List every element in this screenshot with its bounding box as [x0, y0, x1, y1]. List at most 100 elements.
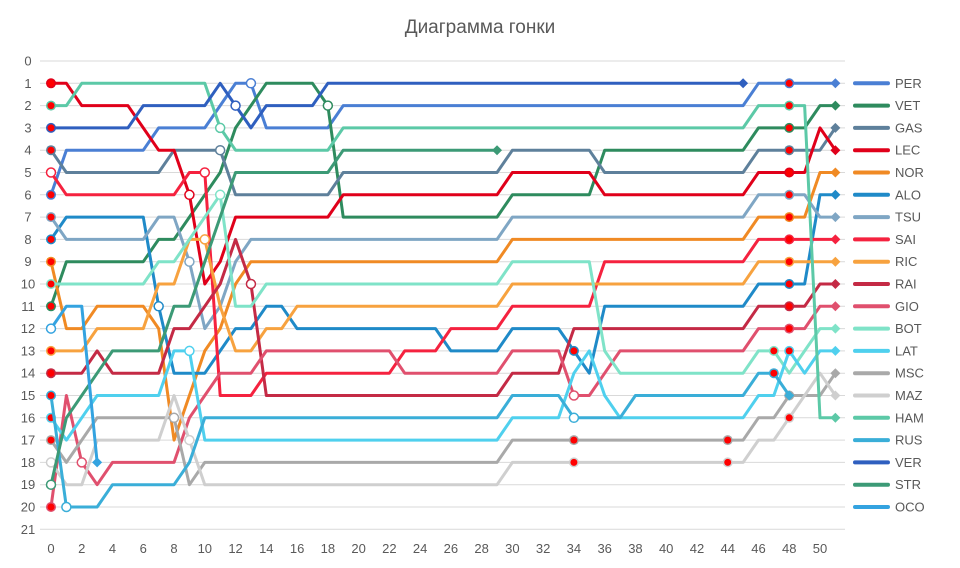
x-tick-label: 34	[567, 541, 581, 556]
end-marker	[830, 189, 841, 200]
y-tick-label: 0	[24, 54, 31, 69]
series-line	[51, 237, 836, 353]
flag-marker	[785, 280, 793, 288]
flag-marker	[47, 280, 55, 288]
series-line	[51, 81, 837, 286]
flag-marker	[785, 102, 793, 110]
flag-marker	[47, 191, 55, 199]
flag-marker	[47, 392, 55, 399]
flag-marker	[47, 102, 55, 110]
series-tsu	[46, 189, 841, 331]
x-tick-label: 48	[782, 541, 796, 556]
legend-label: LEC	[895, 143, 920, 158]
y-tick-label: 16	[21, 410, 35, 425]
series-line	[49, 193, 836, 331]
x-tick-label: 20	[351, 541, 365, 556]
flag-marker	[47, 503, 55, 511]
pit-stop-marker	[199, 167, 211, 178]
y-tick-label: 5	[24, 165, 31, 180]
y-tick-label: 1	[24, 76, 31, 91]
end-marker	[830, 145, 841, 156]
pit-stop-marker	[214, 189, 226, 201]
y-tick-label: 9	[24, 254, 31, 269]
series-gio	[46, 301, 841, 512]
x-axis-ticks: 0 2 4 6 8 10 12 14 16 18 20 22 24 26 28 30 32 34 36 38 40 42 4…	[47, 541, 827, 556]
flag-marker	[47, 258, 55, 266]
end-marker	[830, 412, 841, 423]
legend-label: VER	[895, 455, 922, 470]
pit-stop-marker	[184, 345, 195, 357]
pit-stop-marker	[322, 100, 334, 111]
series-line	[49, 372, 837, 487]
flag-marker	[570, 458, 578, 466]
legend-label: RAI	[895, 277, 917, 292]
series-line	[51, 193, 836, 375]
x-tick-label: 4	[109, 541, 116, 556]
pit-stop-marker	[214, 144, 226, 156]
pit-stop-marker	[184, 256, 195, 267]
series-line	[49, 171, 836, 442]
x-tick-label: 46	[751, 541, 765, 556]
flag-marker	[785, 169, 793, 176]
legend-label: OCO	[895, 500, 925, 515]
series-lines	[45, 78, 841, 513]
x-tick-label: 2	[78, 541, 85, 556]
series-rai	[46, 237, 841, 397]
flag-marker	[724, 436, 732, 444]
y-tick-label: 11	[21, 299, 35, 314]
end-marker	[830, 167, 841, 178]
end-marker	[830, 256, 841, 267]
y-tick-label: 4	[24, 143, 31, 158]
series-ric	[46, 234, 841, 356]
flag-marker	[570, 436, 578, 444]
series-line	[49, 371, 791, 509]
x-tick-label: 0	[47, 541, 54, 556]
x-tick-label: 42	[690, 541, 704, 556]
series-vet	[46, 81, 841, 312]
x-tick-label: 28	[474, 541, 488, 556]
series-per	[46, 78, 841, 200]
end-marker	[830, 345, 841, 356]
legend-label: VET	[895, 98, 920, 113]
y-tick-label: 14	[21, 366, 35, 381]
pit-stop-marker	[568, 412, 580, 424]
series-line	[49, 304, 99, 463]
legend-label: RIC	[895, 254, 917, 269]
x-tick-label: 36	[597, 541, 611, 556]
end-marker	[830, 212, 841, 223]
flag-marker	[785, 258, 793, 266]
end-marker	[830, 234, 841, 245]
flag-marker	[785, 146, 793, 154]
end-marker	[830, 279, 841, 289]
series-rus	[46, 368, 795, 513]
x-tick-label: 40	[659, 541, 673, 556]
legend-label: RUS	[895, 433, 923, 448]
legend: PER VET GAS LEC NOR ALO TSU SAI RIC RAI GIO BOT LAT M…	[853, 76, 925, 515]
flag-marker	[785, 235, 793, 243]
flag-marker	[724, 458, 732, 466]
series-lat	[46, 345, 841, 442]
x-tick-label: 14	[259, 541, 273, 556]
y-tick-label: 12	[21, 321, 35, 336]
y-tick-label: 13	[21, 343, 35, 358]
flag-marker	[47, 347, 55, 355]
legend-label: LAT	[895, 343, 918, 358]
series-bot	[46, 189, 841, 375]
x-tick-label: 10	[198, 541, 212, 556]
end-marker	[784, 390, 795, 401]
series-nor	[46, 167, 841, 442]
y-tick-label: 18	[21, 455, 35, 470]
flag-marker	[785, 191, 793, 199]
series-gas	[46, 122, 841, 197]
y-tick-label: 3	[24, 120, 31, 135]
end-marker	[830, 301, 841, 312]
flag-marker	[785, 213, 793, 221]
y-tick-label: 15	[21, 388, 35, 403]
x-tick-label: 24	[413, 541, 427, 556]
flag-marker	[785, 124, 793, 132]
y-tick-label: 8	[24, 232, 31, 247]
pit-stop-marker	[45, 323, 57, 334]
end-marker	[492, 145, 503, 156]
series-lec	[46, 78, 841, 286]
